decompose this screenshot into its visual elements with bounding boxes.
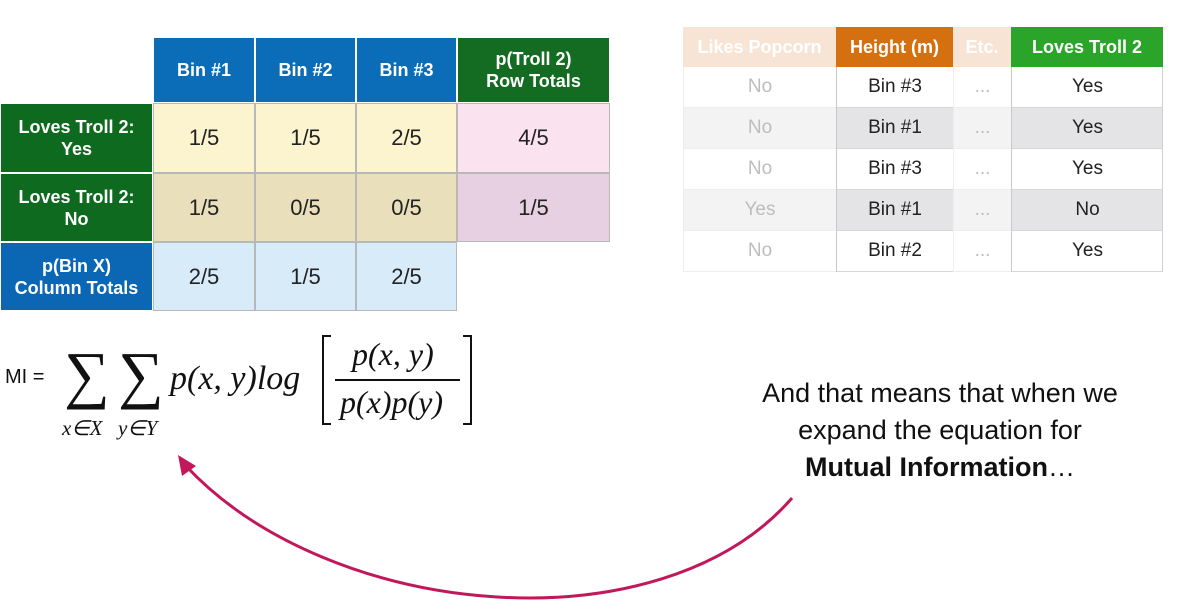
caption-ellipsis: … — [1047, 452, 1075, 482]
caption-line: expand the equation for — [798, 415, 1082, 445]
row-header: Loves Troll 2: No — [0, 173, 153, 242]
table-cell: 1/5 — [457, 173, 610, 242]
text-line: Loves Troll 2: — [18, 117, 135, 137]
denominator: p(x)p(y) — [340, 384, 444, 420]
column-header: Likes Popcorn — [683, 27, 836, 67]
table-border — [1162, 67, 1163, 272]
column-header: Height (m) — [836, 27, 953, 67]
row-header: Loves Troll 2: Yes — [0, 103, 153, 173]
table-cell: Bin #3 — [836, 67, 953, 108]
bracket — [322, 335, 331, 425]
table-cell: 1/5 — [153, 173, 255, 242]
table-cell: ... — [953, 108, 1011, 149]
caption-line: Mutual Information… — [700, 452, 1180, 483]
table-cell: 2/5 — [356, 242, 457, 311]
row-header: p(Bin X) Column Totals — [0, 242, 153, 311]
table-cell: ... — [953, 149, 1011, 190]
table-cell: 2/5 — [356, 103, 457, 173]
table-cell: Yes — [1011, 231, 1163, 272]
table-cell: No — [683, 231, 836, 272]
text-line: Bin #2 — [278, 60, 333, 80]
column-header: Bin #2 — [255, 37, 356, 103]
bracket — [463, 335, 472, 425]
text-line: Bin #1 — [176, 60, 232, 80]
table-cell: Bin #1 — [836, 190, 953, 231]
arrow — [184, 464, 794, 600]
table-cell: Yes — [1011, 67, 1163, 108]
table-cell: Yes — [683, 190, 836, 231]
table-cell: No — [683, 149, 836, 190]
column-header: p(Troll 2) Row Totals — [457, 37, 610, 103]
formula-lhs: MI = — [5, 366, 45, 388]
text-line: Yes — [60, 139, 93, 159]
table-cell: Bin #3 — [836, 149, 953, 190]
column-header: Loves Troll 2 — [1011, 27, 1163, 67]
column-header: Etc. — [953, 27, 1011, 67]
table-cell: Bin #1 — [836, 108, 953, 149]
table-cell: ... — [953, 67, 1011, 108]
text-line: Column Totals — [14, 277, 139, 298]
table-cell: 0/5 — [255, 173, 356, 242]
table-cell: No — [1011, 190, 1163, 231]
table-cell: 0/5 — [356, 173, 457, 242]
column-header: Bin #1 — [153, 37, 255, 103]
text-line: p(Troll 2) — [495, 49, 572, 69]
table-cell: No — [683, 67, 836, 108]
table-cell: Yes — [1011, 108, 1163, 149]
sigma: ∑ — [64, 339, 110, 410]
arrow-head — [178, 455, 196, 476]
table-cell: No — [683, 108, 836, 149]
table-cell: ... — [953, 190, 1011, 231]
table-cell: 2/5 — [153, 242, 255, 311]
caption-line: And that means that when we — [762, 378, 1118, 408]
table-cell: ... — [953, 231, 1011, 272]
table-cell: 1/5 — [255, 103, 356, 173]
table-cell: Bin #2 — [836, 231, 953, 272]
table-cell: 4/5 — [457, 103, 610, 173]
sigma: ∑ — [118, 339, 164, 410]
column-header: Bin #3 — [356, 37, 457, 103]
subscript: y∈Y — [118, 416, 158, 440]
numerator: p(x, y) — [352, 336, 434, 372]
text-line: p(Bin X) — [42, 255, 111, 276]
formula-term: p(x, y)log — [170, 360, 301, 397]
text-line: No — [64, 208, 89, 229]
text-line: Loves Troll 2: — [18, 186, 135, 207]
table-cell: 1/5 — [153, 103, 255, 173]
table-cell: 1/5 — [255, 242, 356, 311]
text-line: Bin #3 — [379, 60, 434, 80]
subscript: x∈X — [62, 416, 103, 440]
text-line: Row Totals — [486, 71, 581, 91]
table-cell: Yes — [1011, 149, 1163, 190]
caption-emphasis: Mutual Information — [805, 452, 1048, 482]
